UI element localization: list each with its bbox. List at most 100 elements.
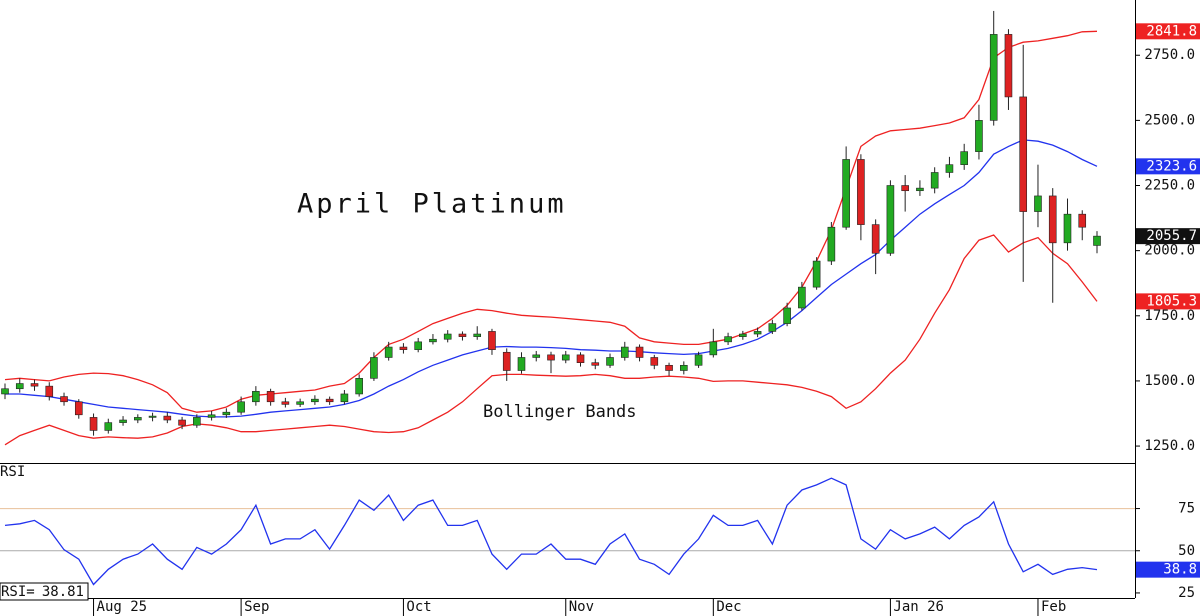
- candle-body: [812, 260, 821, 288]
- price-tag-label: 2841.8: [1146, 23, 1197, 39]
- candle-body: [325, 398, 334, 403]
- candle-body: [148, 415, 157, 418]
- candle-body: [635, 346, 644, 358]
- rsi-title: RSI: [0, 464, 25, 480]
- candle-body: [650, 357, 659, 366]
- candle-body: [340, 393, 349, 403]
- candle-body: [783, 307, 791, 324]
- y-tick-label: 75: [1178, 501, 1195, 517]
- x-tick-label: Nov: [569, 599, 594, 615]
- y-tick-label: 2500.0: [1144, 112, 1195, 128]
- readout-value: 38.81: [42, 584, 84, 600]
- candle-body: [1078, 213, 1087, 228]
- candle-body: [857, 159, 865, 225]
- rsi-line: [4, 477, 1098, 586]
- candle-body: [370, 357, 378, 379]
- candle-body: [606, 357, 614, 366]
- x-tick-label: Feb: [1041, 599, 1066, 615]
- bollinger-band: [5, 139, 1098, 418]
- candle-body: [517, 357, 526, 371]
- price-tag-label: 38.8: [1163, 562, 1197, 578]
- candle-body: [960, 151, 968, 165]
- candle-body: [871, 224, 880, 254]
- candle-body: [60, 396, 68, 403]
- candle-body: [739, 333, 747, 337]
- candle-body: [1093, 235, 1101, 246]
- candle-body: [1, 388, 9, 395]
- candle-body: [768, 323, 777, 332]
- price-tag: [1136, 293, 1200, 310]
- candle-body: [753, 331, 762, 335]
- candle-body: [178, 419, 186, 426]
- candle-body: [488, 331, 496, 350]
- candle-body: [680, 364, 688, 371]
- candle-body: [1063, 213, 1072, 244]
- candle-body: [665, 364, 673, 371]
- candle-body: [620, 346, 629, 358]
- candle-body: [207, 414, 216, 418]
- candle-body: [827, 226, 836, 262]
- candle-body: [74, 401, 83, 416]
- candle-body: [15, 383, 24, 390]
- candle-body: [237, 401, 245, 413]
- candle-body: [576, 354, 585, 363]
- y-tick-label: 1500.0: [1144, 373, 1195, 389]
- candle-body: [384, 346, 393, 358]
- candle-body: [473, 333, 482, 337]
- candle-body: [45, 385, 54, 397]
- y-tick-label: 2750.0: [1144, 47, 1195, 63]
- price-tag: [1136, 23, 1200, 40]
- price-tag: [1136, 228, 1200, 245]
- candle-body: [163, 415, 172, 421]
- candle-body: [355, 378, 363, 395]
- candle-body: [975, 120, 983, 152]
- y-tick-label: 50: [1178, 543, 1195, 559]
- candle-body: [842, 159, 850, 228]
- candle-body: [561, 354, 570, 361]
- candle-body: [532, 354, 541, 358]
- candle-body: [945, 164, 954, 173]
- candle-body: [104, 422, 113, 431]
- candle-body: [281, 401, 290, 405]
- price-tag-label: 2055.7: [1146, 228, 1197, 244]
- candle-body: [414, 341, 422, 350]
- y-tick-label: 2250.0: [1144, 178, 1195, 194]
- price-tag: [1136, 561, 1200, 578]
- x-tick-label: Sep: [244, 599, 269, 615]
- y-tick-label: 25: [1178, 585, 1195, 601]
- candle-body: [193, 417, 201, 426]
- candle-body: [266, 391, 275, 403]
- candle-body: [296, 401, 304, 405]
- bollinger-band: [4, 30, 1098, 413]
- candle-body: [134, 417, 142, 421]
- y-tick-label: 1750.0: [1144, 308, 1195, 324]
- price-tag: [1136, 158, 1200, 175]
- candle-body: [311, 398, 319, 403]
- candle-body: [443, 333, 452, 340]
- candle-body: [591, 362, 600, 366]
- candle-body: [429, 338, 437, 343]
- chart-title: April Platinum: [297, 189, 567, 220]
- candle-body: [916, 187, 924, 192]
- candle-body: [89, 417, 98, 431]
- candle-body: [1034, 195, 1042, 212]
- y-tick-label: 1250.0: [1144, 438, 1195, 454]
- candle-body: [399, 346, 408, 350]
- price-tag-label: 2323.6: [1146, 158, 1197, 174]
- candle-body: [30, 383, 39, 387]
- candle-body: [502, 351, 511, 371]
- candle-body: [901, 185, 909, 192]
- candle-body: [458, 333, 467, 337]
- x-tick-label: Oct: [406, 599, 431, 615]
- candle-body: [989, 34, 998, 121]
- candle-body: [709, 341, 718, 356]
- candle-body: [886, 185, 895, 254]
- candle-body: [252, 391, 260, 403]
- candle-body: [724, 336, 732, 343]
- candle-body: [547, 354, 555, 361]
- x-tick-label: Jan 26: [893, 599, 944, 615]
- annotation: Bollinger Bands: [483, 402, 637, 422]
- readout-label: RSI=: [1, 584, 35, 600]
- candle-body: [1019, 96, 1028, 212]
